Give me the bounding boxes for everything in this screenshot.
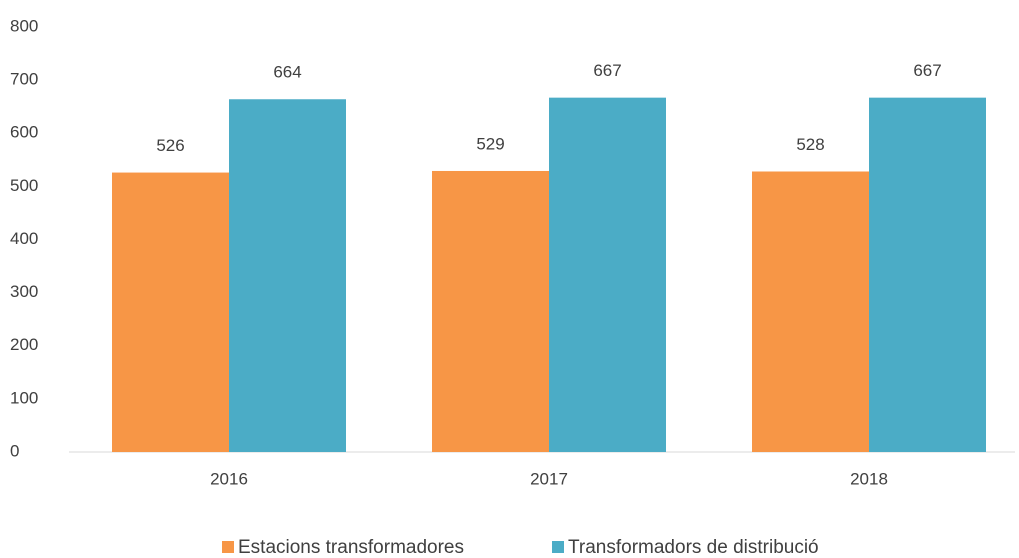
bar — [432, 170, 549, 452]
bar — [869, 97, 986, 452]
data-label: 529 — [476, 134, 504, 153]
y-tick-label: 200 — [10, 335, 38, 354]
y-tick-label: 700 — [10, 70, 38, 89]
data-label: 664 — [273, 63, 301, 82]
legend-swatch — [222, 541, 234, 553]
legend-swatch — [552, 541, 564, 553]
legend-label: Estacions transformadores — [238, 537, 464, 558]
data-label: 667 — [593, 61, 621, 80]
y-tick-label: 400 — [10, 229, 38, 248]
y-tick-label: 600 — [10, 123, 38, 142]
legend-label: Transformadors de distribució — [568, 537, 819, 558]
y-tick-label: 100 — [10, 388, 38, 407]
bar — [752, 171, 869, 452]
data-label: 667 — [913, 61, 941, 80]
bar — [112, 172, 229, 452]
legend: Estacions transformadores Transformadors … — [222, 537, 819, 558]
y-tick-label: 800 — [10, 16, 38, 35]
x-tick-label: 2018 — [850, 469, 888, 488]
y-tick-label: 0 — [10, 441, 19, 460]
x-tick-label: 2017 — [530, 469, 568, 488]
bar — [549, 97, 666, 452]
x-tick-label: 2016 — [210, 469, 248, 488]
data-label: 528 — [796, 135, 824, 154]
bar — [229, 99, 346, 452]
y-tick-label: 300 — [10, 282, 38, 301]
data-label: 526 — [156, 136, 184, 155]
y-tick-label: 500 — [10, 176, 38, 195]
